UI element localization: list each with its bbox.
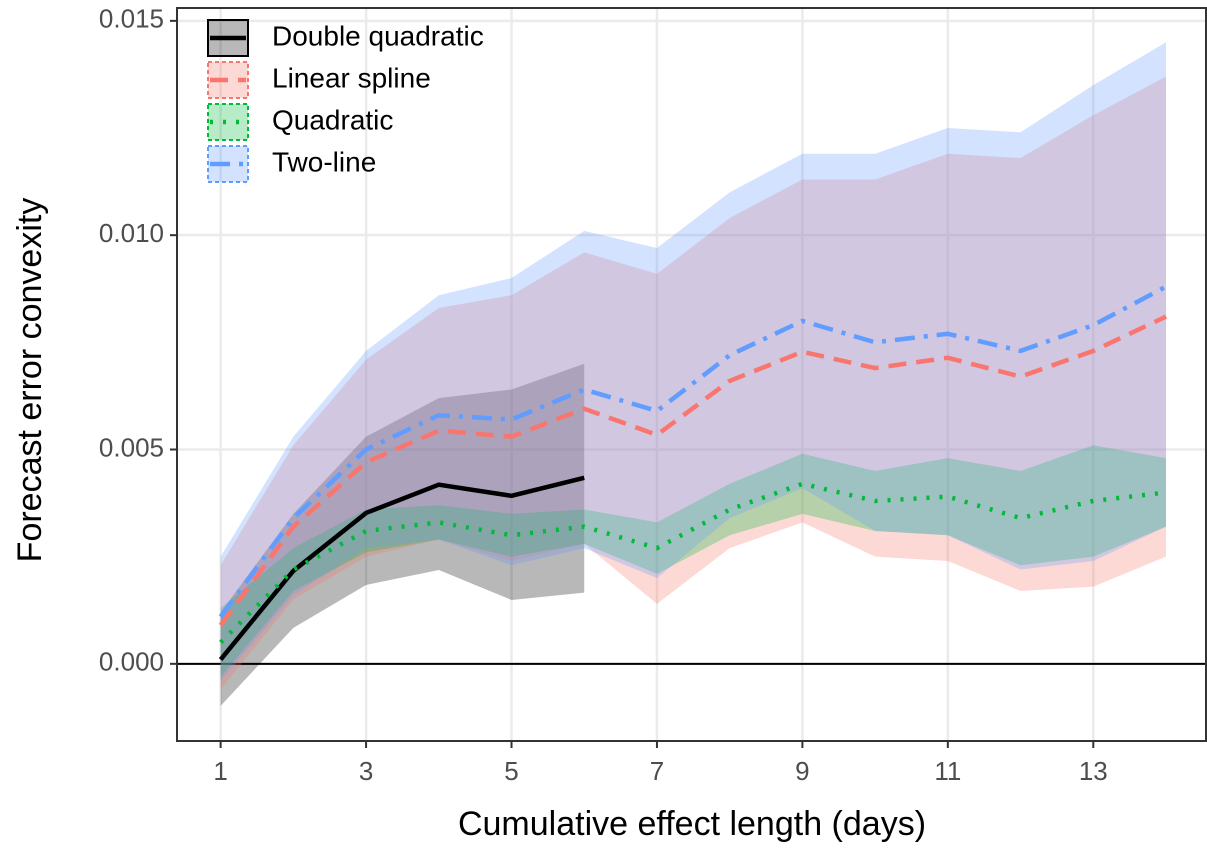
plot-border [176, 7, 1207, 742]
ribbon [220, 445, 1167, 677]
x-tick-label: 1 [213, 756, 227, 786]
legend-key [207, 103, 249, 141]
ribbon [220, 42, 1167, 681]
y-axis-title: Forecast error convexity [11, 198, 49, 563]
y-tick-label: 0.015 [99, 4, 164, 34]
series-line [218, 475, 585, 661]
y-tick-label: 0.010 [99, 218, 164, 248]
legend-label: Two-line [272, 146, 376, 177]
x-tick-label: 11 [934, 756, 961, 786]
y-tick-label: 0.005 [99, 432, 164, 462]
x-tick-label: 13 [1079, 756, 1108, 786]
series-line [219, 481, 1167, 644]
y-tick-label: 0.000 [99, 647, 164, 677]
series-line [218, 314, 1167, 627]
legend-label: Quadratic [272, 104, 393, 135]
x-tick-label: 7 [650, 756, 664, 786]
x-axis-title: Cumulative effect length (days) [458, 805, 926, 843]
x-tick-label: 9 [795, 756, 809, 786]
x-tick-label: 5 [504, 756, 518, 786]
ribbon [220, 363, 585, 706]
x-tick-label: 3 [359, 756, 373, 786]
legend-label: Linear spline [272, 62, 431, 93]
legend-label: Double quadratic [272, 20, 484, 51]
series-line [218, 284, 1168, 619]
